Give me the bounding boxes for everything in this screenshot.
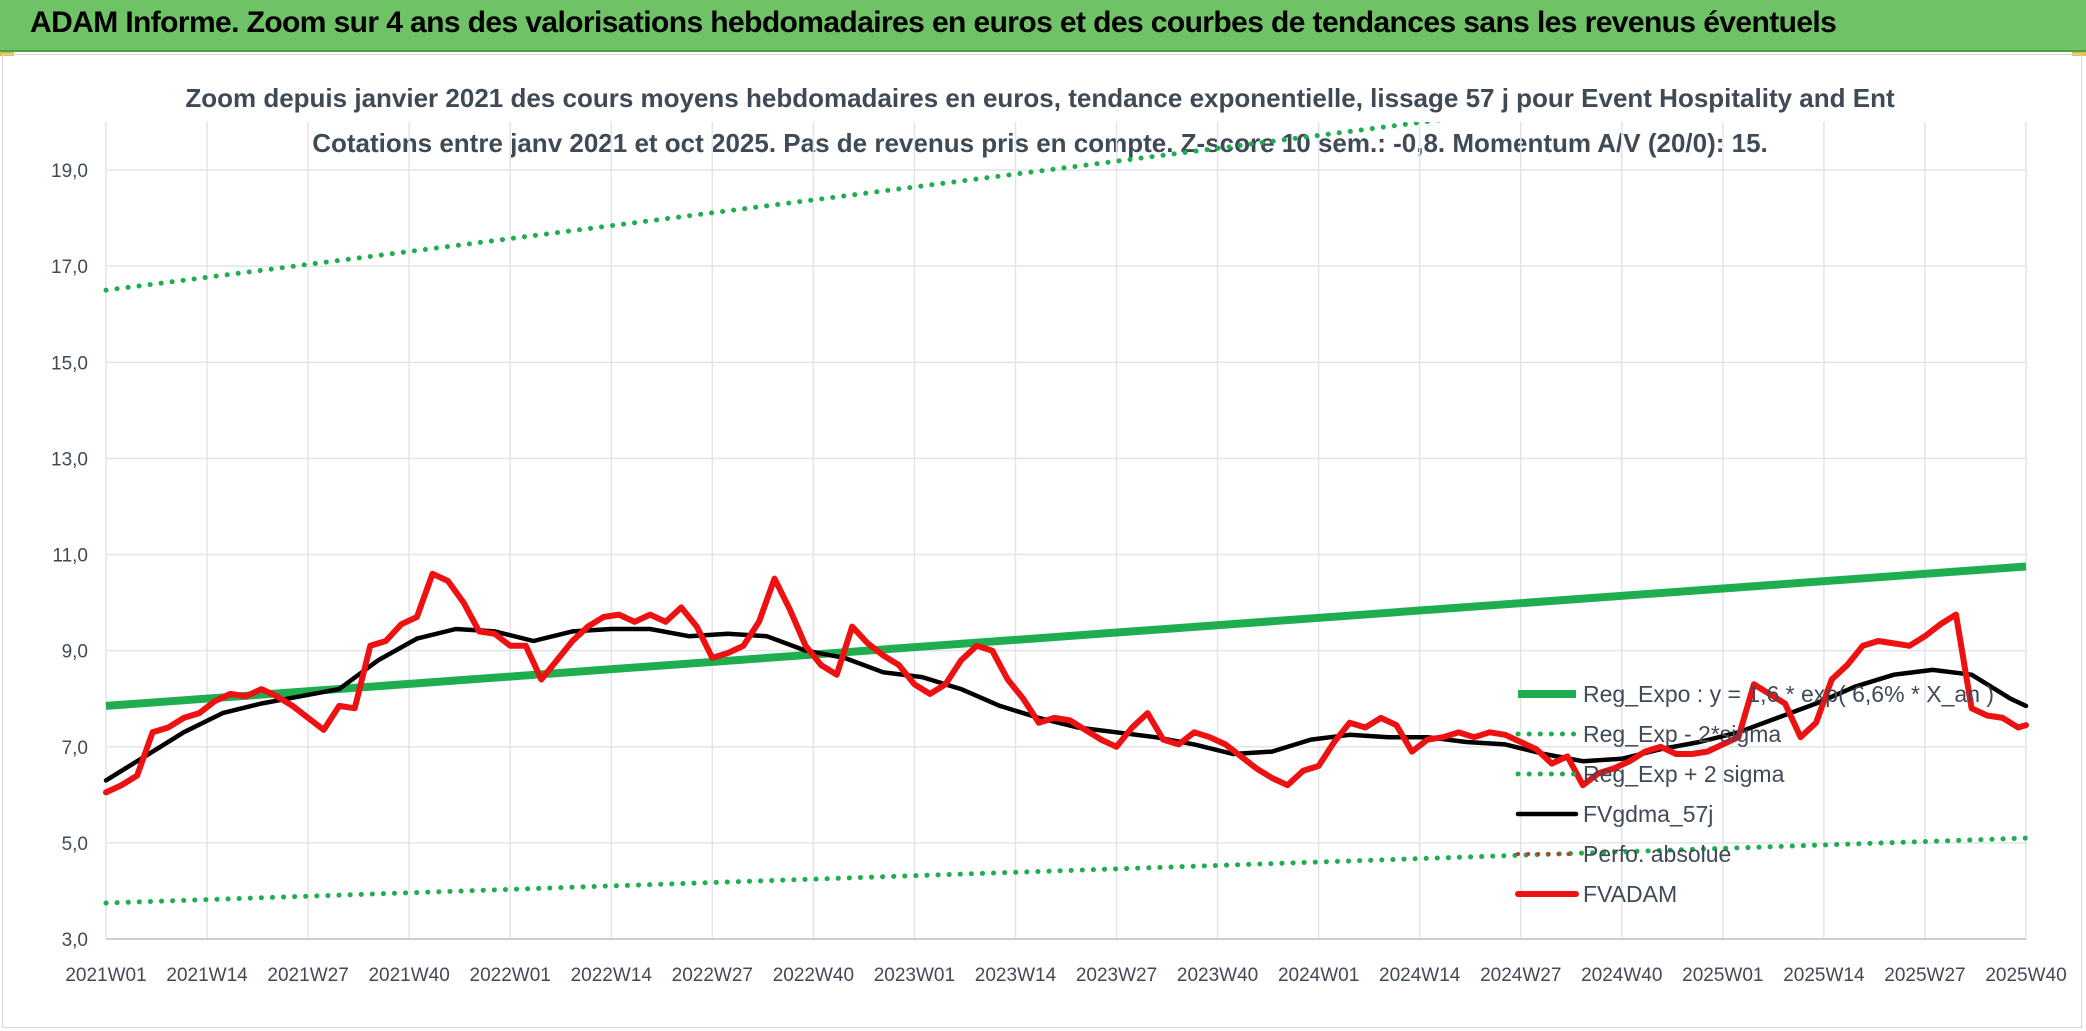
series-reg-exp-plus-2sigma: [103, 122, 1444, 293]
legend-label: FVgdma_57j: [1583, 801, 1713, 827]
legend-label: Reg_Exp - 2*sigma: [1583, 721, 1781, 747]
x-tick-label: 2025W40: [1985, 965, 2066, 986]
x-tick-label: 2021W14: [166, 965, 248, 986]
chart-subtitle: Cotations entre janv 2021 et oct 2025. P…: [312, 128, 1768, 158]
x-tick-label: 2024W40: [1581, 965, 1662, 986]
x-tick-label: 2023W01: [874, 965, 955, 986]
x-tick-label: 2024W14: [1379, 965, 1461, 986]
y-tick-label: 11,0: [52, 546, 88, 567]
banner: ADAM Informe. Zoom sur 4 ans des valoris…: [0, 0, 2086, 52]
x-tick-label: 2021W01: [65, 965, 146, 986]
grid: [105, 122, 2027, 940]
x-tick-label: 2025W14: [1783, 965, 1865, 986]
x-tick-label: 2025W01: [1682, 965, 1763, 986]
axis-ticks: 3,0 5,0 7,0 9,0 11,0 13,0 15,0 17,0 19,0 2021W01 2…: [51, 161, 2067, 986]
x-tick-label: 2022W27: [672, 965, 753, 986]
y-tick-label: 19,0: [51, 161, 88, 182]
legend-label: FVADAM: [1583, 881, 1677, 907]
y-tick-label: 5,0: [62, 834, 88, 855]
y-tick-label: 17,0: [51, 257, 88, 278]
y-tick-label: 3,0: [62, 930, 88, 951]
y-tick-label: 9,0: [62, 642, 88, 663]
x-tick-label: 2021W27: [267, 965, 348, 986]
x-tick-label: 2024W01: [1278, 965, 1359, 986]
series-layer: [103, 122, 2029, 906]
x-tick-label: 2023W27: [1076, 965, 1157, 986]
banner-title: ADAM Informe. Zoom sur 4 ans des valoris…: [30, 6, 1837, 39]
legend-label: Perfo. absolue: [1583, 841, 1731, 867]
legend-label: Reg_Expo : y = 1,6 * exp( 6,6% * X_an ): [1583, 681, 1994, 707]
x-tick-label: 2023W40: [1177, 965, 1258, 986]
x-tick-label: 2025W27: [1884, 965, 1965, 986]
x-tick-label: 2021W40: [368, 965, 449, 986]
y-tick-label: 13,0: [51, 449, 88, 470]
chart-frame: [2, 54, 2082, 1028]
x-tick-label: 2024W27: [1480, 965, 1561, 986]
x-tick-label: 2023W14: [975, 965, 1057, 986]
chart-title: Zoom depuis janvier 2021 des cours moyen…: [185, 83, 1895, 113]
x-tick-label: 2022W14: [571, 965, 653, 986]
series-reg-expo: [105, 562, 2027, 710]
y-tick-label: 15,0: [51, 353, 88, 374]
series-reg-exp-minus-2sigma: [103, 835, 2029, 906]
legend-label: Reg_Exp + 2 sigma: [1583, 761, 1785, 787]
y-tick-label: 7,0: [62, 738, 88, 759]
x-tick-label: 2022W40: [773, 965, 854, 986]
x-tick-label: 2022W01: [470, 965, 551, 986]
series-fvadam: [103, 570, 2029, 796]
legend: Reg_Expo : y = 1,6 * exp( 6,6% * X_an ) R…: [1515, 681, 1994, 907]
